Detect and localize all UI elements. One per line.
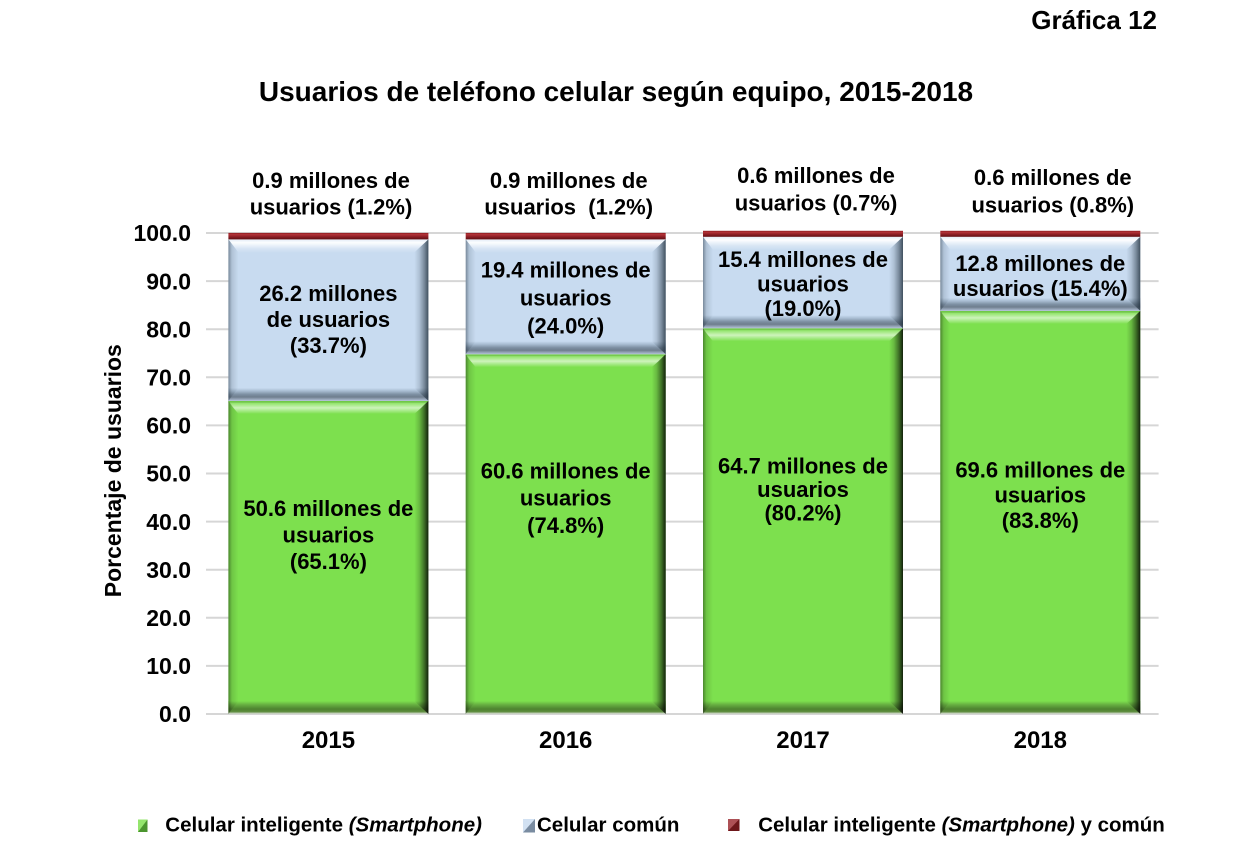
svg-text:0.9 millones de: 0.9 millones de	[252, 168, 410, 193]
svg-text:40.0: 40.0	[146, 509, 191, 535]
svg-text:Usuarios de teléfono celular s: Usuarios de teléfono celular según equip…	[259, 76, 973, 107]
svg-text:64.7 millones de: 64.7 millones de	[718, 454, 888, 479]
svg-text:12.8 millones de: 12.8 millones de	[955, 251, 1125, 276]
svg-text:69.6 millones de: 69.6 millones de	[955, 458, 1125, 483]
svg-text:20.0: 20.0	[146, 605, 191, 631]
svg-text:2018: 2018	[1014, 727, 1067, 754]
svg-text:50.0: 50.0	[146, 461, 191, 487]
svg-text:(24.0%): (24.0%)	[527, 313, 604, 338]
svg-text:Porcentaje de usuarios: Porcentaje de usuarios	[100, 344, 126, 597]
svg-text:usuarios (0.7%): usuarios (0.7%)	[735, 190, 898, 215]
svg-text:Gráfica 12: Gráfica 12	[1031, 5, 1157, 35]
svg-text:Celular inteligente (Smartphon: Celular inteligente (Smartphone) y común	[758, 814, 1165, 837]
svg-text:usuarios: usuarios	[994, 483, 1086, 508]
svg-text:0.9 millones de: 0.9 millones de	[490, 168, 648, 193]
svg-text:15.4 millones de: 15.4 millones de	[718, 247, 888, 272]
svg-text:(19.0%): (19.0%)	[764, 296, 841, 321]
svg-text:usuarios (15.4%): usuarios (15.4%)	[953, 276, 1128, 301]
svg-text:0.6 millones de: 0.6 millones de	[974, 165, 1132, 190]
svg-text:usuarios: usuarios	[520, 285, 612, 310]
svg-text:0.6 millones de: 0.6 millones de	[737, 163, 895, 188]
svg-text:90.0: 90.0	[146, 268, 191, 294]
svg-text:100.0: 100.0	[133, 220, 191, 246]
svg-text:60.6 millones de: 60.6 millones de	[481, 458, 651, 483]
svg-text:de usuarios: de usuarios	[267, 307, 390, 332]
svg-text:30.0: 30.0	[146, 557, 191, 583]
svg-text:(80.2%): (80.2%)	[764, 501, 841, 526]
svg-text:70.0: 70.0	[146, 365, 191, 391]
svg-text:10.0: 10.0	[146, 653, 191, 679]
svg-text:26.2 millones: 26.2 millones	[259, 281, 397, 306]
svg-text:usuarios (1.2%): usuarios (1.2%)	[250, 195, 413, 220]
svg-text:2017: 2017	[776, 727, 829, 754]
svg-text:(65.1%): (65.1%)	[290, 549, 367, 574]
svg-text:(74.8%): (74.8%)	[527, 513, 604, 538]
svg-text:Celular común: Celular común	[537, 814, 679, 837]
svg-text:usuarios: usuarios	[283, 522, 375, 547]
svg-text:usuarios: usuarios	[757, 271, 849, 296]
svg-text:(33.7%): (33.7%)	[290, 333, 367, 358]
svg-text:80.0: 80.0	[146, 316, 191, 342]
svg-text:2015: 2015	[302, 727, 355, 754]
svg-text:19.4 millones de: 19.4 millones de	[481, 257, 651, 282]
svg-text:Celular inteligente (Smartphon: Celular inteligente (Smartphone)	[165, 814, 482, 837]
svg-text:0.0: 0.0	[159, 701, 191, 727]
svg-text:usuarios (1.2%): usuarios (1.2%)	[484, 195, 653, 220]
svg-text:usuarios (0.8%): usuarios (0.8%)	[971, 192, 1134, 217]
svg-text:usuarios: usuarios	[757, 477, 849, 502]
svg-text:usuarios: usuarios	[520, 486, 612, 511]
svg-text:50.6 millones de: 50.6 millones de	[243, 496, 413, 521]
svg-text:60.0: 60.0	[146, 413, 191, 439]
svg-text:(83.8%): (83.8%)	[1002, 508, 1079, 533]
svg-text:2016: 2016	[539, 727, 592, 754]
